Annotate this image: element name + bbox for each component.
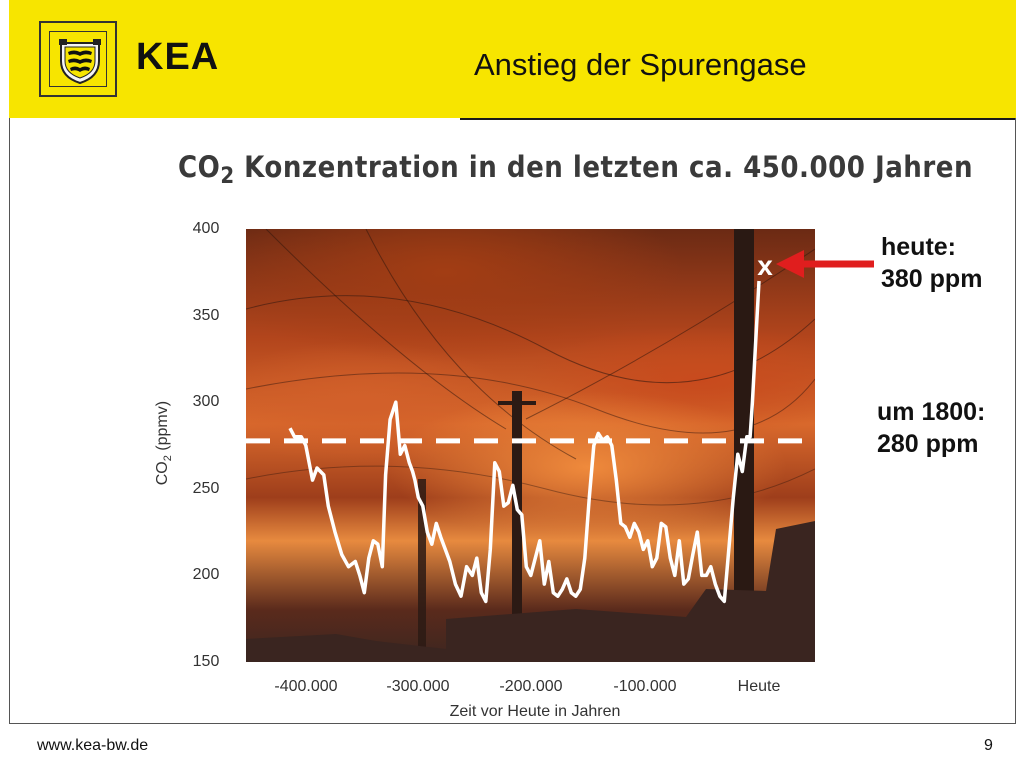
preindustrial-annotation-line2: 280 ppm xyxy=(877,430,979,458)
chart-title-subscript: 2 xyxy=(220,164,235,189)
x-tick-label: -100.000 xyxy=(613,678,677,695)
coat-of-arms-icon xyxy=(59,39,101,85)
chart-title-rest: Konzentration in den letzten ca. 450.000… xyxy=(234,150,974,184)
x-axis-label: Zeit vor Heute in Jahren xyxy=(449,703,621,720)
plot-area-sunset-background xyxy=(246,229,815,662)
header-divider xyxy=(460,118,1016,120)
y-tick-label: 350 xyxy=(192,306,220,324)
logo-inner-frame xyxy=(49,31,107,87)
slide-title: Anstieg der Spurengase xyxy=(474,47,807,82)
footer-website-link[interactable]: www.kea-bw.de xyxy=(37,737,149,754)
brand-name: KEA xyxy=(136,36,220,78)
y-tick-label: 300 xyxy=(192,393,220,411)
y-tick-label: 150 xyxy=(192,653,220,670)
preindustrial-annotation-line1: um 1800: xyxy=(877,398,986,426)
today-annotation: heute: 380 ppm xyxy=(881,231,982,295)
today-marker: x xyxy=(757,250,773,281)
x-tick-label: Heute xyxy=(737,678,781,695)
preindustrial-annotation: um 1800: 280 ppm xyxy=(877,396,985,460)
today-annotation-line2: 380 ppm xyxy=(881,265,983,293)
logo-frame xyxy=(39,21,117,97)
today-annotation-line1: heute: xyxy=(881,233,956,261)
y-tick-label: 400 xyxy=(192,220,220,237)
today-arrow-head xyxy=(776,250,804,278)
chart-title-main: CO xyxy=(178,150,221,184)
header-bar xyxy=(9,0,1016,118)
x-tick-label: -200.000 xyxy=(499,678,563,695)
content-frame xyxy=(9,118,1016,724)
x-tick-label: -400.000 xyxy=(274,678,338,695)
co2-series-line xyxy=(288,280,761,604)
y-tick-label: 200 xyxy=(192,566,220,584)
x-tick-label: -300.000 xyxy=(386,678,450,695)
page-number: 9 xyxy=(984,737,993,754)
chart-title: CO2 Konzentration in den letzten ca. 450… xyxy=(178,150,973,189)
y-tick-label: 250 xyxy=(192,479,220,497)
